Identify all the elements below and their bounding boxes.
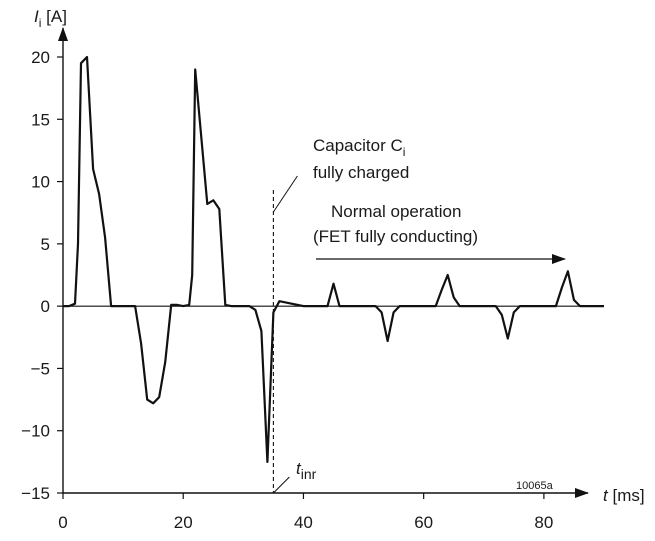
x-tick-label: 80 — [534, 513, 553, 532]
x-tick-label: 0 — [58, 513, 67, 532]
normal-operation-label-line1: Normal operation — [331, 202, 461, 221]
capacitor-label-line1: Capacitor Ci — [313, 136, 405, 159]
x-tick-labels: 0 20 40 60 80 — [58, 513, 553, 532]
x-tick-label: 40 — [294, 513, 313, 532]
y-tick-label: 0 — [41, 297, 50, 316]
tinr-label: tinr — [296, 459, 317, 482]
y-tick-label: 15 — [31, 110, 50, 129]
y-tick-label: −15 — [21, 484, 50, 503]
capacitor-label-line2: fully charged — [313, 163, 409, 182]
x-tick-label: 20 — [174, 513, 193, 532]
x-axis-title: t [ms] — [603, 486, 645, 505]
y-tick-label: 5 — [41, 235, 50, 254]
current-series-line — [63, 55, 604, 463]
y-tick-label: −10 — [21, 422, 50, 441]
y-tick-label: 20 — [31, 48, 50, 67]
y-axis-title: Ii [A] — [34, 7, 67, 30]
y-tick-label: 10 — [31, 173, 50, 192]
y-tick-label: −5 — [31, 359, 50, 378]
y-tick-labels: 20 15 10 5 0 −5 −10 −15 — [21, 48, 50, 503]
figure-code: 10065a — [516, 480, 554, 492]
normal-operation-label-line2: (FET fully conducting) — [313, 227, 478, 246]
capacitor-leader-line — [272, 175, 298, 213]
tinr-leader-line — [273, 476, 290, 494]
tick-marks — [57, 56, 545, 499]
x-tick-label: 60 — [414, 513, 433, 532]
